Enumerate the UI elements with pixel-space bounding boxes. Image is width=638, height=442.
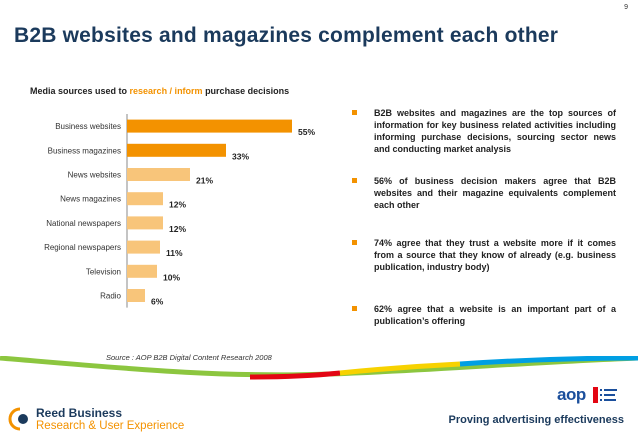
bar: [127, 216, 163, 230]
key-findings-list: B2B websites and magazines are the top s…: [350, 107, 616, 339]
reed-business-logo: Reed Business Research & User Experience: [8, 404, 188, 434]
bullet-item: 74% agree that they trust a website more…: [350, 237, 616, 291]
aop-mark-icon: [593, 387, 617, 403]
page-number: 9: [624, 4, 628, 11]
chart-heading: Media sources used to research / inform …: [30, 86, 289, 96]
value-label: 10%: [163, 272, 180, 282]
bar: [127, 192, 163, 206]
square-bullet-icon: [352, 240, 357, 245]
bar-chart: Business websites 55% Business magazines 33…: [44, 114, 315, 308]
chart-heading-prefix: Media sources used to: [30, 86, 130, 96]
value-label: 21%: [196, 176, 213, 186]
bar: [127, 143, 226, 157]
bar: [127, 264, 157, 278]
bullet-text: 62% agree that a website is an important…: [374, 304, 616, 326]
reed-business-mark-icon: [8, 406, 32, 432]
category-label: Regional newspapers: [44, 243, 121, 252]
square-bullet-icon: [352, 110, 357, 115]
bar: [127, 240, 160, 254]
bullet-item: 62% agree that a website is an important…: [350, 303, 616, 327]
value-label: 11%: [166, 248, 183, 258]
category-label: Radio: [100, 292, 121, 301]
bullet-text: 56% of business decision makers agree th…: [374, 176, 616, 210]
value-label: 12%: [169, 200, 186, 210]
category-label: Business magazines: [48, 146, 121, 155]
aop-logo: aop: [557, 385, 623, 405]
bullet-item: B2B websites and magazines are the top s…: [350, 107, 616, 163]
category-label: News websites: [68, 171, 121, 180]
bar: [127, 168, 190, 181]
bullet-text: 74% agree that they trust a website more…: [374, 238, 616, 272]
company-name: Reed Business: [36, 406, 123, 420]
source-note: Source : AOP B2B Digital Content Researc…: [106, 353, 272, 362]
category-label: Television: [86, 267, 121, 276]
value-label: 6%: [151, 297, 164, 307]
category-label: National newspapers: [46, 219, 121, 228]
decorative-swoosh: [0, 356, 638, 380]
tagline: Proving advertising effectiveness: [448, 414, 624, 426]
chart-heading-highlight: research / inform: [129, 86, 203, 96]
aop-wordmark: aop: [557, 385, 586, 404]
slide-title: B2B websites and magazines complement ea…: [14, 24, 559, 47]
bullet-text: B2B websites and magazines are the top s…: [374, 108, 616, 154]
value-label: 33%: [232, 151, 249, 161]
category-label: News magazines: [60, 195, 121, 204]
bullet-item: 56% of business decision makers agree th…: [350, 175, 616, 225]
chart-heading-suffix: purchase decisions: [202, 86, 290, 96]
bar: [127, 119, 292, 133]
value-label: 55%: [298, 127, 315, 137]
company-division: Research & User Experience: [36, 420, 185, 432]
square-bullet-icon: [352, 306, 357, 311]
square-bullet-icon: [352, 178, 357, 183]
category-label: Business websites: [55, 122, 121, 131]
bar: [127, 289, 145, 302]
value-label: 12%: [169, 224, 186, 234]
